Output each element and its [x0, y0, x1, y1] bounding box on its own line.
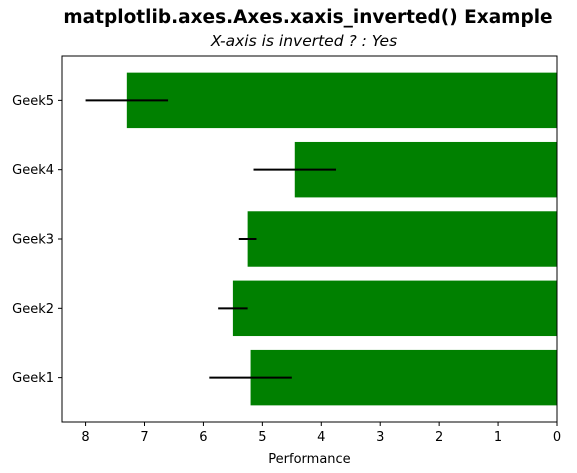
x-tick-label: 2	[435, 430, 443, 445]
y-tick-label: Geek2	[12, 302, 54, 317]
y-tick-label: Geek1	[12, 371, 54, 386]
x-tick-label: 3	[376, 430, 384, 445]
x-tick-label: 7	[140, 430, 148, 445]
x-tick-label: 6	[199, 430, 207, 445]
bar-geek3	[247, 211, 557, 267]
bar-geek4	[294, 141, 557, 198]
chart-suptitle: matplotlib.axes.Axes.xaxis_inverted() Ex…	[63, 7, 552, 28]
x-tick-label: 4	[317, 430, 325, 445]
y-tick-label: Geek4	[12, 163, 54, 178]
x-tick-label: 5	[258, 430, 266, 445]
errorbars-group	[85, 99, 337, 379]
y-tick-label: Geek3	[12, 233, 54, 248]
x-tick-label: 1	[494, 430, 502, 445]
bar-geek2	[232, 280, 557, 337]
chart-title: X-axis is inverted ? : Yes	[210, 32, 397, 50]
x-axis-label: Performance	[268, 452, 350, 467]
x-axis: 8 7 6 5 4 3 2 1 0	[81, 422, 561, 445]
x-tick-label: 0	[553, 430, 561, 445]
bar-geek5	[126, 72, 558, 129]
bars-group	[126, 72, 558, 406]
bar-geek1	[250, 349, 558, 406]
x-tick-label: 8	[81, 430, 89, 445]
y-axis: Geek1 Geek2 Geek3 Geek4 Geek5	[12, 94, 62, 386]
y-tick-label: Geek5	[12, 94, 54, 109]
